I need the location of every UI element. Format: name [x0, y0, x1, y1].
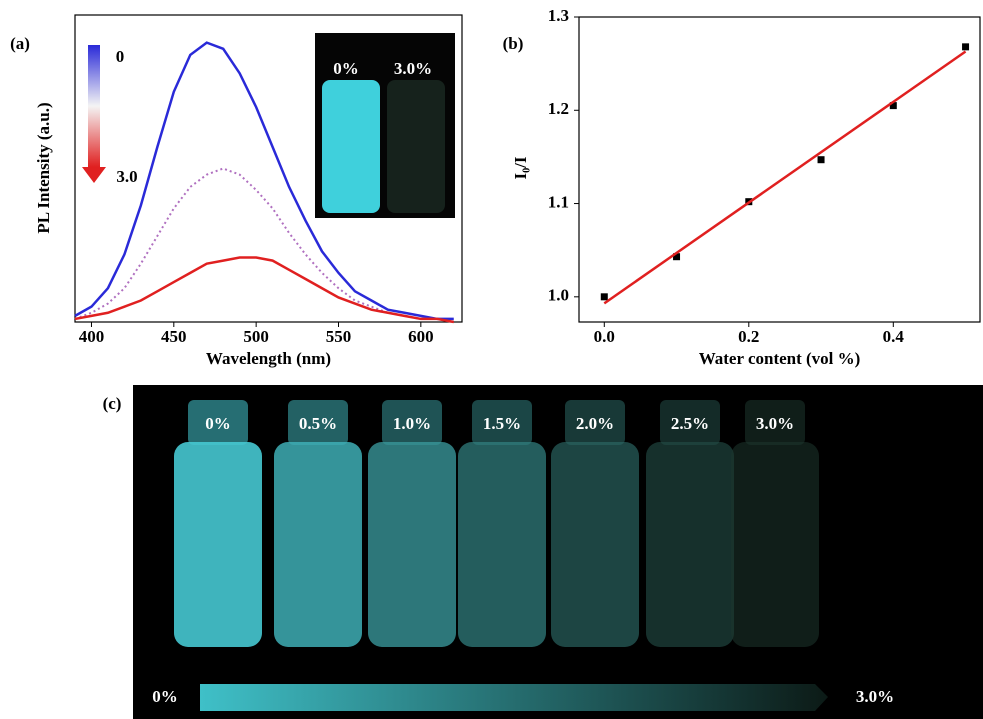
vial-label: 0.5% [299, 414, 337, 433]
vial-label: 1.0% [393, 414, 431, 433]
gradient-arrow [200, 684, 828, 711]
vial [274, 442, 362, 647]
panel-label: (a) [10, 34, 30, 53]
data-point [600, 293, 608, 301]
vial [646, 442, 734, 647]
series-line [74, 41, 454, 321]
legend-arrow [82, 167, 106, 183]
vial-neck [745, 400, 805, 445]
x-tick-label: 550 [326, 327, 352, 346]
x-tick-label: 400 [79, 327, 105, 346]
x-tick-label: 0.2 [738, 327, 759, 346]
x-tick-label: 500 [243, 327, 269, 346]
x-tick-label: 0.4 [883, 327, 905, 346]
plot-frame [578, 16, 981, 323]
vial-label: 2.0% [576, 414, 614, 433]
x-axis-label: Wavelength (nm) [206, 349, 331, 368]
vial [174, 442, 262, 647]
vial [731, 442, 819, 647]
x-axis-label: Water content (vol %) [699, 349, 861, 368]
vial-neck [382, 400, 442, 445]
x-tick-label: 450 [161, 327, 187, 346]
vial [458, 442, 546, 647]
x-tick-label: 600 [408, 327, 434, 346]
plot-frame [74, 14, 463, 323]
inset-vial [387, 80, 445, 213]
vial-label: 1.5% [483, 414, 521, 433]
data-point [673, 253, 681, 261]
inset-label: 0% [333, 59, 359, 78]
series-line [74, 256, 454, 324]
inset-label: 3.0% [394, 59, 432, 78]
y-tick-label: 1.1 [548, 192, 569, 211]
vial-neck [660, 400, 720, 445]
y-tick-label: 1.0 [548, 286, 569, 305]
series-line [603, 50, 967, 305]
vial-neck [472, 400, 532, 445]
annotation: 0 [116, 47, 125, 66]
vial [368, 442, 456, 647]
vial-label: 3.0% [756, 414, 794, 433]
vial-neck [565, 400, 625, 445]
data-point [817, 156, 825, 164]
y-tick-label: 1.3 [548, 6, 569, 25]
data-point [889, 102, 897, 110]
vial [551, 442, 639, 647]
x-tick-label: 0.0 [594, 327, 615, 346]
vial-neck [288, 400, 348, 445]
y-axis-label: PL Intensity (a.u.) [34, 102, 53, 233]
vial-label: 0% [205, 414, 231, 433]
vial-neck [188, 400, 248, 445]
panel-label: (b) [503, 34, 524, 53]
vial-label: 2.5% [671, 414, 709, 433]
y-axis-label: I₀/I [511, 156, 530, 179]
bar-label: 0% [152, 687, 178, 706]
legend-gradient [88, 45, 100, 167]
data-point [962, 43, 970, 51]
panel-label: (c) [103, 394, 122, 413]
inset-vial [322, 80, 380, 213]
annotation: 3.0 [116, 167, 137, 186]
bar-label: 3.0% [856, 687, 894, 706]
y-tick-label: 1.2 [548, 99, 569, 118]
